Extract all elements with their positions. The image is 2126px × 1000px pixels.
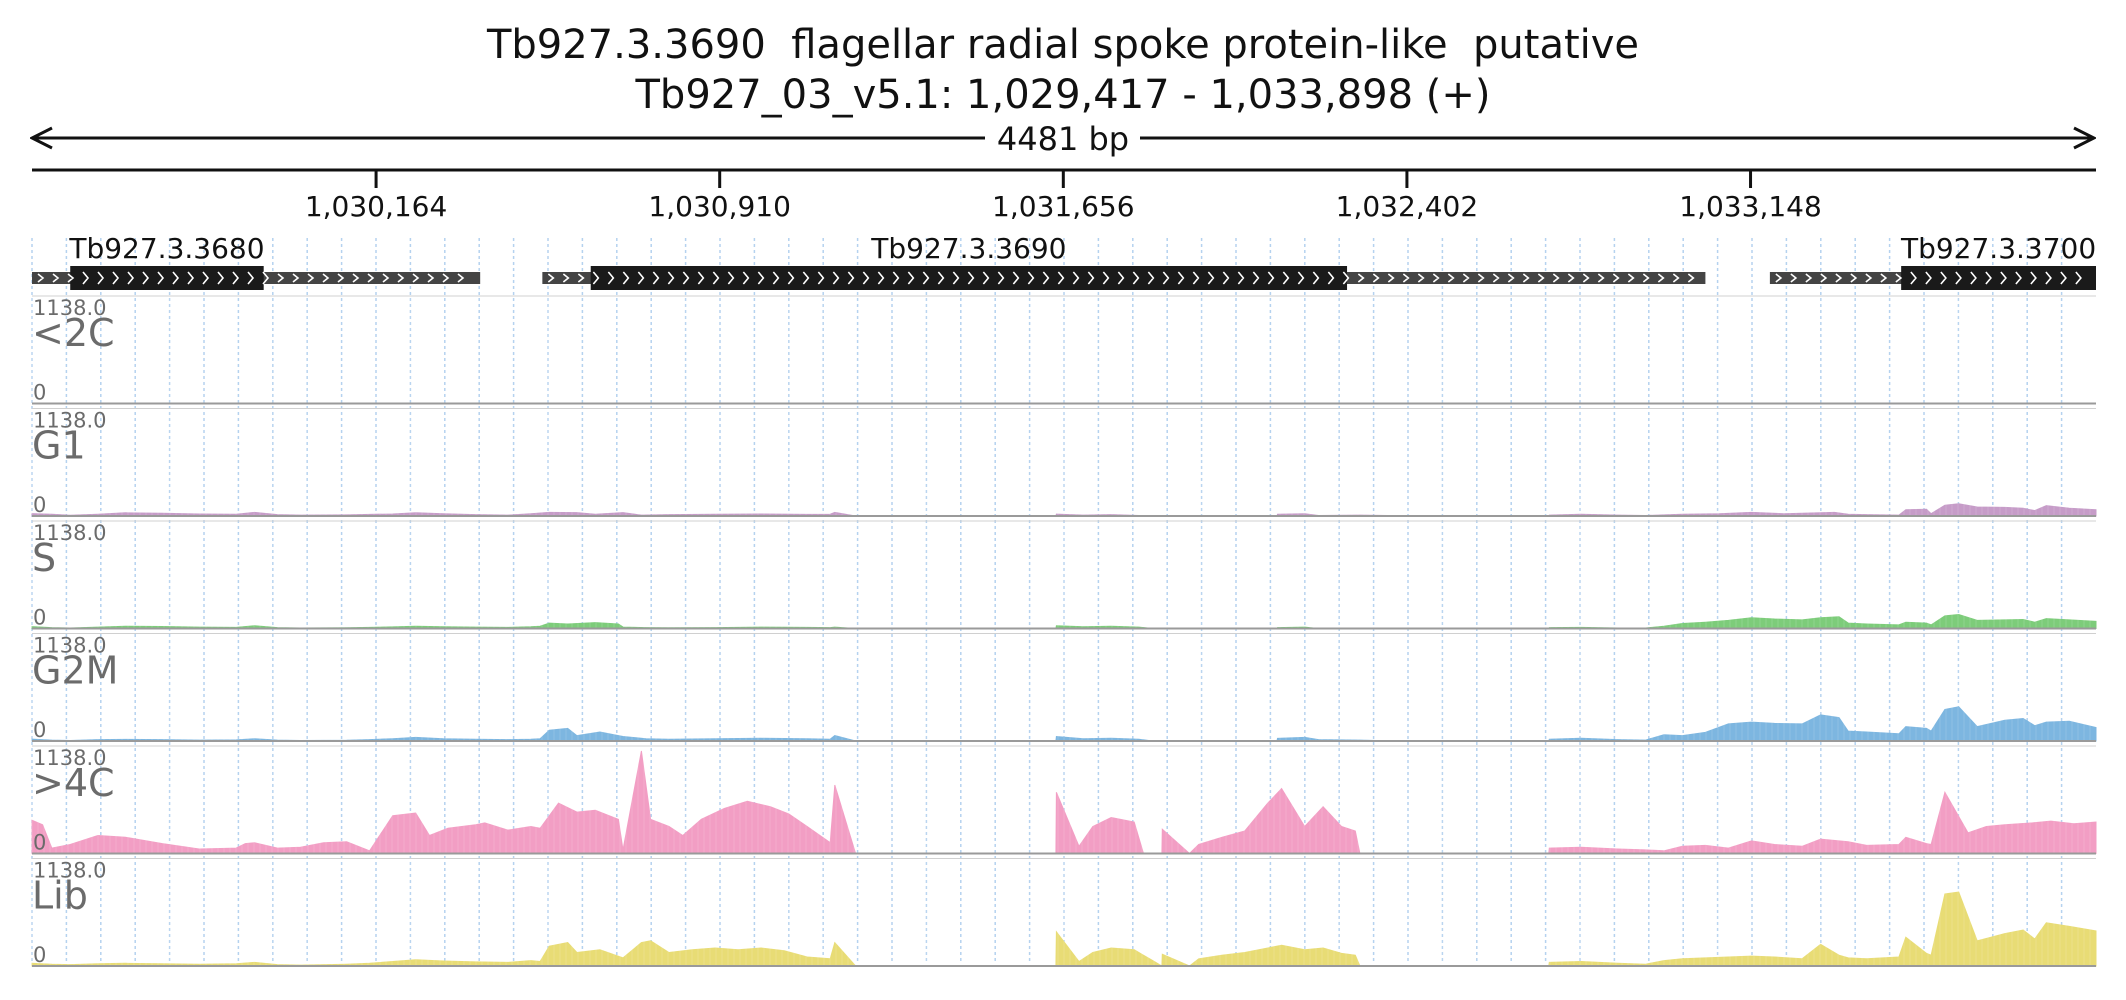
track-4C: 1138.0>4C 0 — [31, 745, 2097, 855]
axis-tick-label: 1,033,148 — [1679, 190, 1822, 223]
axis-tick-label: 1,032,402 — [1336, 190, 1479, 223]
gene-label: Tb927.3.3690 — [870, 232, 1066, 265]
coverage-texture — [31, 298, 2091, 404]
coverage-texture — [31, 410, 2091, 516]
track-max-label: 1138.0 — [33, 521, 106, 545]
gene-label: Tb927.3.3700 — [1900, 232, 2096, 265]
track-min-label: 0 — [33, 831, 46, 855]
gene-cds — [1901, 266, 2096, 290]
track-max-label: 1138.0 — [33, 634, 106, 658]
track-max-label: 1138.0 — [33, 746, 106, 770]
track-name-label: S — [32, 536, 56, 580]
track-name-label: Lib — [32, 874, 88, 918]
track-S: 1138.0S 0 — [31, 520, 2097, 630]
gene-cds — [590, 266, 1348, 290]
coverage-area — [31, 891, 2097, 967]
track-max-label: 1138.0 — [33, 859, 106, 883]
gene-cds — [70, 266, 264, 290]
track-min-label: 0 — [33, 718, 46, 742]
track-name-label: G1 — [32, 424, 86, 468]
chart-title: Tb927.3.3690 flagellar radial spoke prot… — [486, 22, 1640, 68]
coverage-area — [31, 706, 2097, 742]
track-min-label: 0 — [33, 381, 46, 405]
track-name-label: <2C — [32, 311, 115, 355]
track-2C: 1138.0<2C 0 — [31, 295, 2096, 405]
coverage-texture — [31, 860, 2091, 966]
track-min-label: 0 — [33, 606, 46, 630]
coverage-tracks: 1138.0<2C01138.0G101138.0S01138.0G2M0113… — [31, 295, 2097, 967]
track-name-label: G2M — [32, 649, 118, 693]
track-max-label: 1138.0 — [33, 409, 106, 433]
gene-label: Tb927.3.3680 — [68, 232, 264, 265]
track-name-label: >4C — [32, 761, 115, 805]
track-max-label: 1138.0 — [33, 296, 106, 320]
axis-tick-label: 1,030,164 — [305, 190, 448, 223]
vertical-gridlines — [31, 238, 2063, 962]
coverage-area — [31, 750, 2097, 855]
coverage-texture — [31, 635, 2091, 741]
track-min-label: 0 — [33, 493, 46, 517]
chart-subtitle: Tb927_03_v5.1: 1,029,417 - 1,033,898 (+) — [635, 72, 1491, 118]
track-min-label: 0 — [33, 943, 46, 967]
axis-tick-label: 1,031,656 — [992, 190, 1135, 223]
track-G1: 1138.0G1 0 — [31, 408, 2097, 517]
coverage-texture — [31, 523, 2091, 629]
position-axis: 1,030,164 1,030,910 1,031,656 1,032,402 1,03… — [32, 168, 2096, 223]
gene-strand-chevrons — [37, 271, 465, 285]
span-label: 4481 bp — [997, 120, 1129, 158]
span-indicator: 4481 bp — [32, 120, 2094, 158]
gene-strand-chevrons — [1775, 271, 2082, 285]
gene-strand-chevrons — [547, 271, 1695, 285]
axis-tick-label: 1,030,910 — [648, 190, 791, 223]
gene-annotation-track: Tb927.3.3680 Tb927.3.3690 Tb927.3.3700 — [32, 232, 2096, 290]
coverage-texture — [31, 748, 2091, 854]
